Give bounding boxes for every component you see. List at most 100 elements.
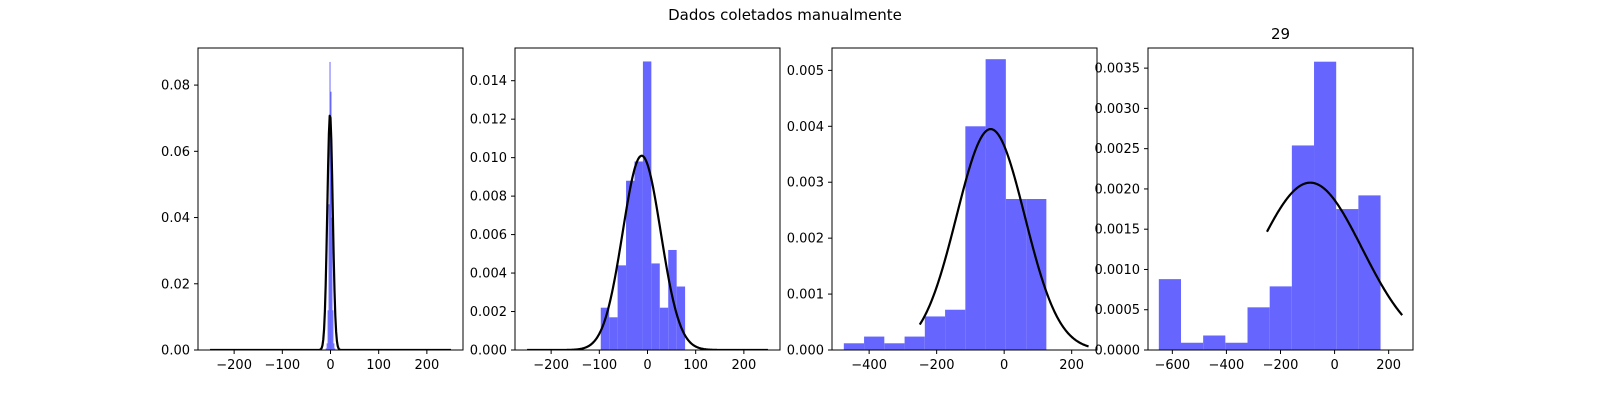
histogram-bar <box>651 263 660 350</box>
histogram-bar <box>642 61 652 350</box>
histogram-bar <box>1269 286 1292 350</box>
y-tick-label: 0.010 <box>470 151 507 166</box>
histogram-bar <box>1358 195 1381 350</box>
axes-frame <box>831 47 1098 351</box>
histogram-bar <box>617 265 627 350</box>
histogram-bar <box>330 91 332 350</box>
normal-fit-curve <box>1266 181 1404 316</box>
y-tick-label: 0.0030 <box>1095 102 1141 117</box>
histogram-bar <box>326 343 328 350</box>
y-tick-label: 0.000 <box>787 344 824 359</box>
x-tick-label: −200 <box>919 358 955 373</box>
x-tick-label: 200 <box>1376 358 1401 373</box>
histogram-bar <box>1247 307 1270 350</box>
x-tick-label: −400 <box>1209 358 1245 373</box>
x-tick-label: −200 <box>216 358 252 373</box>
subplot-2: −200 −100 0 100 200 0.000 0.002 0.004 0.006 0.008… <box>470 47 781 373</box>
y-tick-label: 0.0015 <box>1095 223 1141 238</box>
histogram-bar <box>945 309 966 350</box>
y-tick-label: 0.003 <box>787 176 824 191</box>
x-tick-label: −600 <box>1154 358 1190 373</box>
y-tick-label: 0.0020 <box>1095 182 1141 197</box>
x-tick-label: −200 <box>1263 358 1299 373</box>
histogram-bar <box>1314 61 1337 350</box>
histogram-bar <box>659 307 669 350</box>
y-tick-label: 0.08 <box>161 79 190 94</box>
histogram-bar <box>332 310 334 350</box>
x-tick-label: −400 <box>851 358 887 373</box>
histogram-bar <box>331 217 333 350</box>
histogram-bar <box>1180 342 1204 350</box>
histogram-bar <box>1336 209 1359 350</box>
histogram-bar <box>327 310 329 350</box>
histogram-bar <box>884 343 905 350</box>
normal-fit-curve <box>209 114 452 350</box>
histogram-bar <box>924 316 946 350</box>
histogram-bar <box>328 204 330 350</box>
y-tick-label: 0.004 <box>470 267 507 282</box>
histogram-bar <box>325 348 327 350</box>
y-tick-label: 0.0035 <box>1095 62 1141 77</box>
histogram-bar <box>329 61 331 350</box>
y-tick-label: 0.004 <box>787 120 824 135</box>
histogram-bar <box>1158 279 1181 350</box>
histogram-bar <box>333 343 335 350</box>
y-tick-label: 0.005 <box>787 64 824 79</box>
x-tick-label: 0 <box>1000 358 1008 373</box>
histogram-bar <box>334 348 336 350</box>
plot-area <box>843 59 1090 350</box>
histogram-bar <box>843 343 865 350</box>
x-tick-label: −100 <box>264 358 300 373</box>
histogram-bar <box>626 180 635 350</box>
subplot-title: 29 <box>1271 25 1290 43</box>
y-tick-label: 0.001 <box>787 288 824 303</box>
x-tick-label: 0 <box>1330 358 1338 373</box>
y-tick-label: 0.014 <box>470 74 507 89</box>
histogram-bar <box>609 317 618 350</box>
plot-area <box>209 61 452 350</box>
y-tick-label: 0.0000 <box>1095 344 1141 359</box>
histogram-bar <box>1225 342 1248 350</box>
histogram-bar <box>1203 335 1226 350</box>
x-tick-label: 0 <box>326 358 334 373</box>
y-tick-label: 0.04 <box>161 211 190 226</box>
subplot-grid: −200 −100 0 100 2000.000.020.040.060.08−200−… <box>161 25 1414 373</box>
x-tick-label: 200 <box>1059 358 1084 373</box>
x-tick-label: 100 <box>683 358 708 373</box>
histogram-bar <box>600 307 610 350</box>
histogram-bar <box>965 126 986 350</box>
histogram-bar <box>1291 145 1315 350</box>
y-tick-label: 0.000 <box>470 344 507 359</box>
y-tick-label: 0.012 <box>470 113 507 128</box>
subplot-3: −400 −200 0 200 0.000 0.001 0.002 0.003 0.004 0.0… <box>787 47 1098 373</box>
subplot-1: −200 −100 0 100 200 0.00 0.02 0.04 0.06 0.08 <box>161 47 464 373</box>
x-tick-label: 200 <box>731 358 756 373</box>
y-tick-label: 0.002 <box>470 305 507 320</box>
histogram-bar <box>634 161 643 350</box>
histogram-bar <box>904 336 925 350</box>
y-tick-label: 0.002 <box>787 232 824 247</box>
histogram-bar <box>864 336 885 350</box>
figure-suptitle: Dados coletados manualmente <box>668 6 902 24</box>
y-tick-label: 0.008 <box>470 190 507 205</box>
histogram-bar <box>676 286 686 350</box>
x-tick-label: 200 <box>414 358 439 373</box>
y-tick-label: 0.06 <box>161 145 190 160</box>
histogram-bar <box>985 59 1006 350</box>
y-tick-label: 0.0005 <box>1095 303 1141 318</box>
y-tick-label: 0.0010 <box>1095 263 1141 278</box>
y-tick-label: 0.02 <box>161 277 190 292</box>
histogram-bar <box>1005 199 1027 350</box>
plot-area <box>1158 61 1404 350</box>
normal-fit-curve <box>918 128 1090 348</box>
y-tick-label: 0.006 <box>470 228 507 243</box>
y-tick-label: 0.0025 <box>1095 142 1141 157</box>
y-tick-label: 0.00 <box>161 344 190 359</box>
subplot-4: −600 −400 −200 0 200 0.0000 0.0005 0.0010 0.0015… <box>1095 25 1414 373</box>
histogram-bar <box>1026 199 1047 350</box>
x-tick-label: 0 <box>643 358 651 373</box>
x-tick-label: 100 <box>366 358 391 373</box>
x-tick-label: −100 <box>581 358 617 373</box>
x-tick-label: −200 <box>533 358 569 373</box>
